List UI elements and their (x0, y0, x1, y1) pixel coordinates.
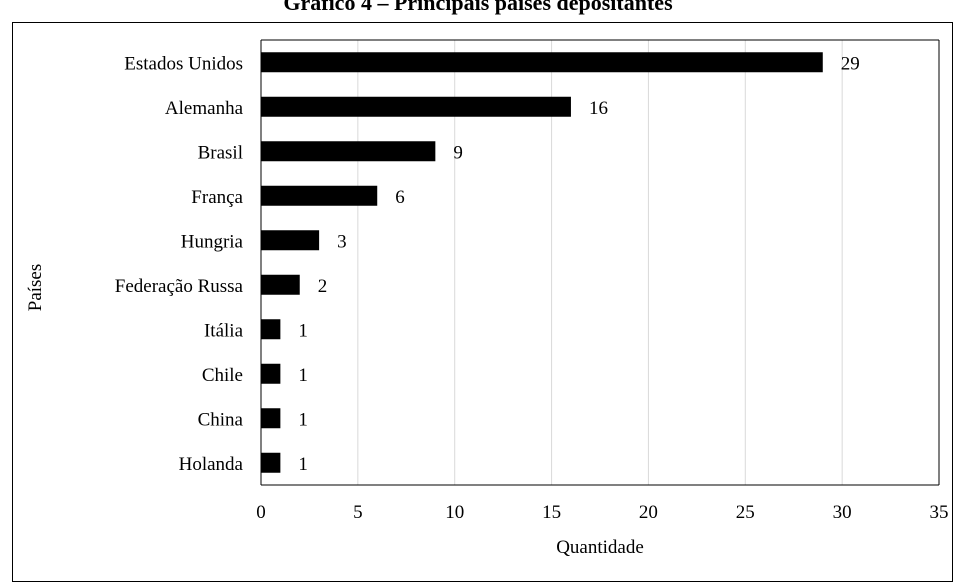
chart-title: Gráfico 4 – Principais países depositant… (283, 0, 673, 15)
x-tick-label: 20 (639, 502, 658, 523)
category-label: Alemanha (165, 98, 244, 119)
category-label: Holanda (179, 454, 244, 475)
data-label: 1 (298, 365, 308, 386)
category-label: França (191, 187, 243, 208)
data-label: 1 (298, 320, 308, 341)
data-label: 9 (453, 142, 463, 163)
chart-frame: Estados Unidos 29 Alemanha 16 Brasil 9 França 6… (12, 22, 953, 582)
x-tick-label: 5 (353, 502, 363, 523)
category-label: Federação Russa (115, 276, 244, 297)
data-label: 6 (395, 187, 405, 208)
bar (261, 96, 571, 117)
category-label: Brasil (198, 142, 243, 163)
axis (260, 39, 940, 486)
x-axis-label: Quantidade (556, 537, 644, 558)
bar (261, 230, 320, 251)
bar (261, 319, 281, 340)
bars (261, 52, 823, 473)
data-label: 1 (298, 454, 308, 475)
data-label: 3 (337, 231, 347, 252)
category-label: Hungria (181, 231, 244, 252)
bar (261, 52, 823, 73)
data-label: 29 (841, 53, 860, 74)
category-label: Estados Unidos (124, 53, 243, 74)
category-label: China (198, 409, 244, 430)
data-label: 16 (589, 98, 608, 119)
x-tick-label: 0 (256, 502, 266, 523)
x-tick-label: 30 (833, 502, 852, 523)
x-tick-label: 15 (542, 502, 561, 523)
bar (261, 141, 436, 162)
labels: Estados Unidos 29 Alemanha 16 Brasil 9 França 6… (25, 53, 949, 558)
y-axis-label: Países (25, 264, 46, 312)
data-label: 2 (318, 276, 328, 297)
bar-chart: Estados Unidos 29 Alemanha 16 Brasil 9 França 6… (25, 39, 949, 558)
data-label: 1 (298, 409, 308, 430)
bar (261, 274, 300, 295)
x-tick-label: 10 (445, 502, 464, 523)
bar (261, 363, 281, 384)
bar (261, 408, 281, 429)
bar (261, 185, 378, 206)
bar (261, 452, 281, 473)
x-tick-label: 35 (930, 502, 949, 523)
category-label: Chile (202, 365, 243, 386)
x-tick-label: 25 (736, 502, 755, 523)
category-label: Itália (204, 320, 244, 341)
